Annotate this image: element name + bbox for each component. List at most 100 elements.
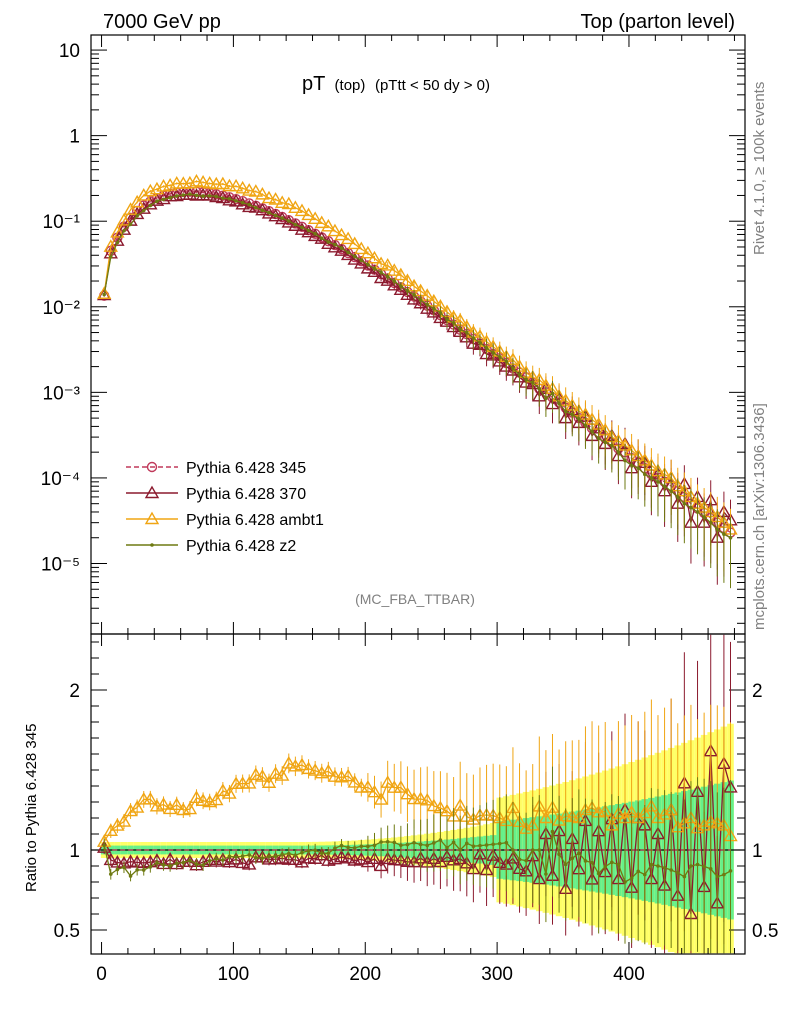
main-point-ambt1 [334, 227, 349, 241]
main-point-z2 [300, 225, 304, 230]
ratio-point-ambt1 [261, 775, 277, 788]
main-point-z2 [629, 463, 634, 468]
main-point-z2 [366, 262, 370, 267]
legend-label-p370: Pythia 6.428 370 [186, 486, 306, 503]
main-point-z2 [491, 350, 495, 355]
main-point-z2 [544, 396, 548, 401]
main-point-z2 [623, 458, 627, 463]
ratio-point-z2 [438, 838, 443, 842]
main-point-z2 [517, 373, 522, 377]
ratio-point-z2 [313, 848, 317, 853]
ratio-point-z2 [649, 862, 654, 867]
ratio-point-z2 [445, 845, 449, 850]
main-point-z2 [207, 194, 212, 198]
main-point-ambt1 [281, 196, 296, 210]
ratio-point-ambt1 [195, 793, 211, 806]
legend-marker-ambt1 [144, 511, 160, 525]
main-point-ambt1 [301, 207, 316, 221]
ratio-point-z2 [590, 860, 594, 865]
y-tick-label: 10⁻¹ [43, 212, 81, 233]
main-point-p370 [202, 188, 217, 201]
main-point-z2 [148, 203, 153, 208]
main-point-z2 [286, 219, 291, 223]
ratio-point-z2 [352, 846, 357, 850]
ratio-point-z2 [616, 862, 621, 867]
ratio-point-z2 [339, 843, 344, 848]
ratio-point-ambt1 [426, 798, 442, 812]
ratio-point-ambt1 [242, 776, 257, 789]
main-point-p370 [261, 205, 277, 219]
ratio-point-z2 [530, 848, 535, 852]
header-right-label: Top (parton level) [580, 11, 735, 33]
ratio-point-ambt1 [360, 779, 376, 793]
main-point-ambt1 [129, 194, 145, 208]
main-point-z2 [181, 193, 186, 197]
ratio-point-ambt1 [222, 786, 237, 799]
ratio-point-ambt1 [327, 769, 343, 782]
main-point-ambt1 [136, 187, 151, 201]
ratio-point-z2 [557, 852, 561, 857]
ratio-point-ambt1 [189, 790, 204, 803]
ratio-point-z2 [577, 851, 581, 855]
y-tick-label: 10⁻³ [43, 383, 81, 404]
ratio-y-tick-label: 0.5 [54, 921, 80, 942]
main-point-z2 [240, 200, 245, 205]
main-point-z2 [273, 213, 278, 218]
main-point-ambt1 [367, 250, 382, 264]
main-point-z2 [708, 520, 713, 525]
main-point-z2 [715, 527, 720, 532]
x-tick-label: 100 [218, 964, 250, 985]
ratio-point-z2 [135, 868, 139, 872]
ratio-point-z2 [201, 863, 205, 867]
ratio-y-tick-label-right: 0.5 [752, 921, 778, 942]
ratio-point-p370 [367, 851, 382, 865]
main-point-z2 [471, 336, 476, 340]
main-point-ambt1 [248, 184, 264, 197]
main-series [96, 173, 738, 589]
ratio-point-ambt1 [281, 755, 296, 769]
main-point-z2 [590, 429, 594, 434]
ratio-point-p370 [380, 851, 395, 865]
ratio-point-z2 [537, 848, 542, 852]
ratio-point-z2 [240, 854, 245, 858]
main-point-ambt1 [393, 267, 409, 281]
ratio-point-z2 [181, 860, 186, 865]
main-point-ambt1 [195, 174, 211, 188]
ratio-point-z2 [326, 851, 331, 856]
header-left-label: 7000 GeV pp [103, 11, 221, 33]
ratio-point-ambt1 [400, 786, 415, 800]
y-tick-label: 10⁻⁴ [41, 469, 80, 490]
ratio-point-z2 [550, 829, 555, 834]
main-point-z2 [550, 391, 555, 396]
ratio-point-z2 [669, 868, 673, 872]
ratio-point-z2 [662, 865, 667, 870]
main-point-ambt1 [261, 190, 277, 204]
ratio-point-z2 [689, 864, 693, 868]
ratio-point-z2 [708, 867, 713, 871]
main-point-z2 [524, 378, 528, 382]
analysis-label: (MC_FBA_TTBAR) [355, 591, 475, 607]
ratio-point-p370 [373, 858, 389, 872]
legend-marker-p370 [144, 485, 160, 499]
ratio-point-z2 [478, 843, 482, 848]
main-point-z2 [570, 412, 575, 417]
x-tick-label: 300 [481, 964, 513, 985]
main-point-ambt1 [189, 173, 204, 187]
main-point-z2 [405, 288, 410, 293]
ratio-point-ambt1 [123, 803, 138, 817]
main-point-p370 [228, 194, 244, 207]
main-point-z2 [333, 242, 337, 247]
ratio-point-z2 [418, 842, 423, 847]
main-point-z2 [610, 443, 614, 448]
main-point-z2 [530, 380, 535, 385]
main-point-z2 [695, 510, 700, 514]
main-point-p370 [406, 291, 422, 305]
ratio-point-ambt1 [116, 814, 132, 827]
ratio-point-z2 [405, 842, 410, 847]
main-point-z2 [504, 359, 509, 364]
main-point-z2 [168, 195, 172, 200]
ratio-point-ambt1 [347, 774, 362, 788]
main-point-ambt1 [123, 202, 138, 215]
ratio-series-z2 [102, 766, 733, 954]
main-point-z2 [141, 208, 146, 213]
